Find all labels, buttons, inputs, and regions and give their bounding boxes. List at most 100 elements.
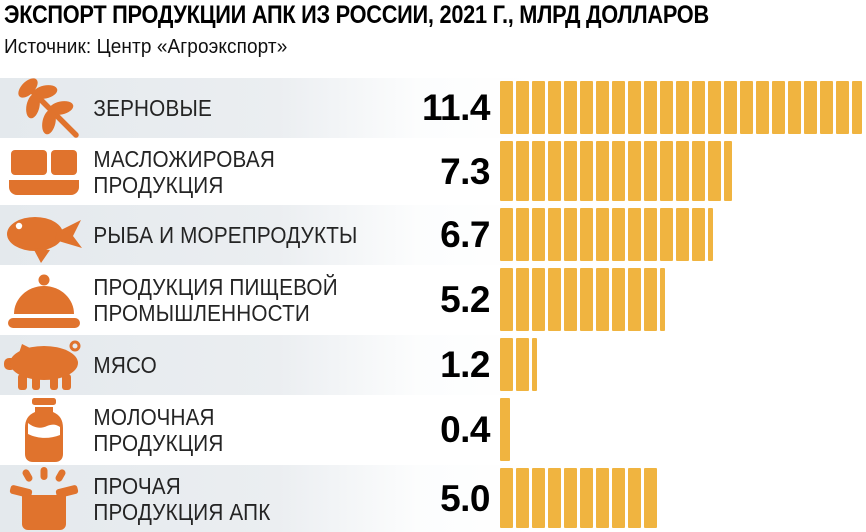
- chart-row: МАСЛОЖИРОВАЯ ПРОДУКЦИЯ 7.3: [0, 138, 866, 205]
- segmented-bar: [500, 141, 732, 201]
- bar-segment: [708, 81, 721, 134]
- bar-segment: [532, 208, 545, 261]
- bar-segment: [644, 141, 657, 201]
- bar-segment: [516, 141, 529, 201]
- category-label-line: МОЛОЧНАЯ: [93, 404, 215, 431]
- bar-segment: [516, 208, 529, 261]
- category-label: ЗЕРНОВЫЕ: [88, 95, 788, 121]
- category-label-line: ЗЕРНОВЫЕ: [93, 95, 212, 121]
- bar-segment: [820, 81, 833, 134]
- bar-segment: [532, 81, 545, 134]
- category-label-line: ПРОЧАЯ: [93, 472, 181, 499]
- bar-segment: [644, 208, 657, 261]
- bar-segment: [804, 81, 817, 134]
- bar-segment: [644, 81, 657, 134]
- bar-segment: [564, 268, 577, 331]
- chart-row: МОЛОЧНАЯ ПРОДУКЦИЯ 0.4: [0, 395, 866, 465]
- bar-segment: [516, 81, 529, 134]
- butter-icon: [0, 146, 88, 198]
- category-label-line: МАСЛОЖИРОВАЯ: [93, 145, 275, 172]
- chart-row: МЯСО 1.2: [0, 335, 866, 395]
- chart-row: ЗЕРНОВЫЕ 11.4: [0, 78, 866, 138]
- segmented-bar: [500, 268, 665, 331]
- chart-title: ЭКСПОРТ ПРОДУКЦИИ АПК ИЗ РОССИИ, 2021 Г.…: [4, 1, 709, 29]
- bar-segment: [660, 81, 673, 134]
- segmented-bar: [500, 81, 862, 134]
- category-label: ПРОЧАЯ ПРОДУКЦИЯ АПК: [88, 473, 788, 525]
- category-label-line: ПРОДУКЦИЯ ПИЩЕВОЙ: [93, 274, 338, 301]
- category-label-line: РЫБА И МОРЕПРОДУКТЫ: [93, 222, 358, 248]
- bar-segment: [500, 338, 513, 391]
- category-label: МОЛОЧНАЯ ПРОДУКЦИЯ: [88, 404, 788, 456]
- bar-segment: [724, 81, 737, 134]
- value-label: 0.4: [440, 409, 490, 450]
- value-label: 7.3: [440, 150, 490, 192]
- bar-segment-partial: [724, 141, 732, 201]
- bar-segment: [628, 268, 641, 331]
- value-label: 1.2: [440, 344, 490, 385]
- bar-segment: [516, 268, 529, 331]
- bar-segment: [564, 81, 577, 134]
- bar-segment: [500, 468, 513, 528]
- bar-segment-partial: [532, 338, 537, 391]
- segmented-bar: [500, 208, 713, 261]
- bar-segment: [564, 468, 577, 528]
- header: ЭКСПОРТ ПРОДУКЦИИ АПК ИЗ РОССИИ, 2021 Г.…: [0, 0, 866, 78]
- bar-segment: [596, 268, 609, 331]
- bar-segment: [548, 268, 561, 331]
- bar-segment: [692, 141, 705, 201]
- bar-segment: [692, 208, 705, 261]
- bar-segment: [596, 468, 609, 528]
- value-label: 6.7: [440, 214, 490, 255]
- bar-segment: [580, 141, 593, 201]
- bar-segment: [532, 468, 545, 528]
- pig-icon: [0, 336, 88, 394]
- value-label: 5.2: [440, 279, 490, 320]
- bar-segment: [660, 208, 673, 261]
- bar-chart: ЗЕРНОВЫЕ 11.4 МАСЛОЖИРОВАЯ ПРОДУКЦИЯ 7.3 РЫБА…: [0, 78, 866, 532]
- chart-row: РЫБА И МОРЕПРОДУКТЫ 6.7: [0, 205, 866, 265]
- bar-segment: [564, 208, 577, 261]
- bar-segment: [756, 81, 769, 134]
- bar-segment: [580, 468, 593, 528]
- chart-row: ПРОДУКЦИЯ ПИЩЕВОЙ ПРОМЫШЛЕННОСТИ 5.2: [0, 265, 866, 335]
- bar-segment: [596, 81, 609, 134]
- bar-segment: [628, 141, 641, 201]
- bar-segment: [628, 81, 641, 134]
- bar-segment: [580, 81, 593, 134]
- bar-segment: [580, 208, 593, 261]
- bar-segment: [692, 81, 705, 134]
- cloche-icon: [0, 272, 88, 328]
- segmented-bar: [500, 398, 510, 461]
- bar-segment: [548, 141, 561, 201]
- bar-segment: [548, 208, 561, 261]
- bar-segment: [628, 208, 641, 261]
- bar-segment: [612, 208, 625, 261]
- bar-segment-partial: [500, 398, 510, 461]
- bar-segment: [836, 81, 849, 134]
- bar-segment: [660, 141, 673, 201]
- bar-segment: [532, 141, 545, 201]
- bar-segment: [500, 268, 513, 331]
- bar-segment: [548, 81, 561, 134]
- category-label-line: ПРОДУКЦИЯ АПК: [93, 498, 271, 525]
- bar-segment-partial: [852, 81, 862, 134]
- bar-segment: [612, 141, 625, 201]
- value-label: 11.4: [422, 87, 490, 128]
- bar-segment: [564, 141, 577, 201]
- bar-segment: [596, 141, 609, 201]
- open-box-icon: [0, 466, 88, 531]
- bar-segment: [788, 81, 801, 134]
- category-label: ПРОДУКЦИЯ ПИЩЕВОЙ ПРОМЫШЛЕННОСТИ: [88, 274, 788, 326]
- category-label-line: ПРОДУКЦИЯ: [93, 430, 224, 456]
- bar-segment-partial: [708, 208, 713, 261]
- segmented-bar: [500, 338, 537, 391]
- bar-segment: [516, 468, 529, 528]
- bar-segment: [644, 268, 657, 331]
- category-label-line: ПРОДУКЦИЯ: [93, 171, 224, 198]
- chart-source: Источник: Центр «Агроэкспорт»: [4, 35, 288, 58]
- bar-segment-partial: [660, 268, 665, 331]
- bar-segment: [628, 468, 641, 528]
- chart-row: ПРОЧАЯ ПРОДУКЦИЯ АПК 5.0: [0, 465, 866, 532]
